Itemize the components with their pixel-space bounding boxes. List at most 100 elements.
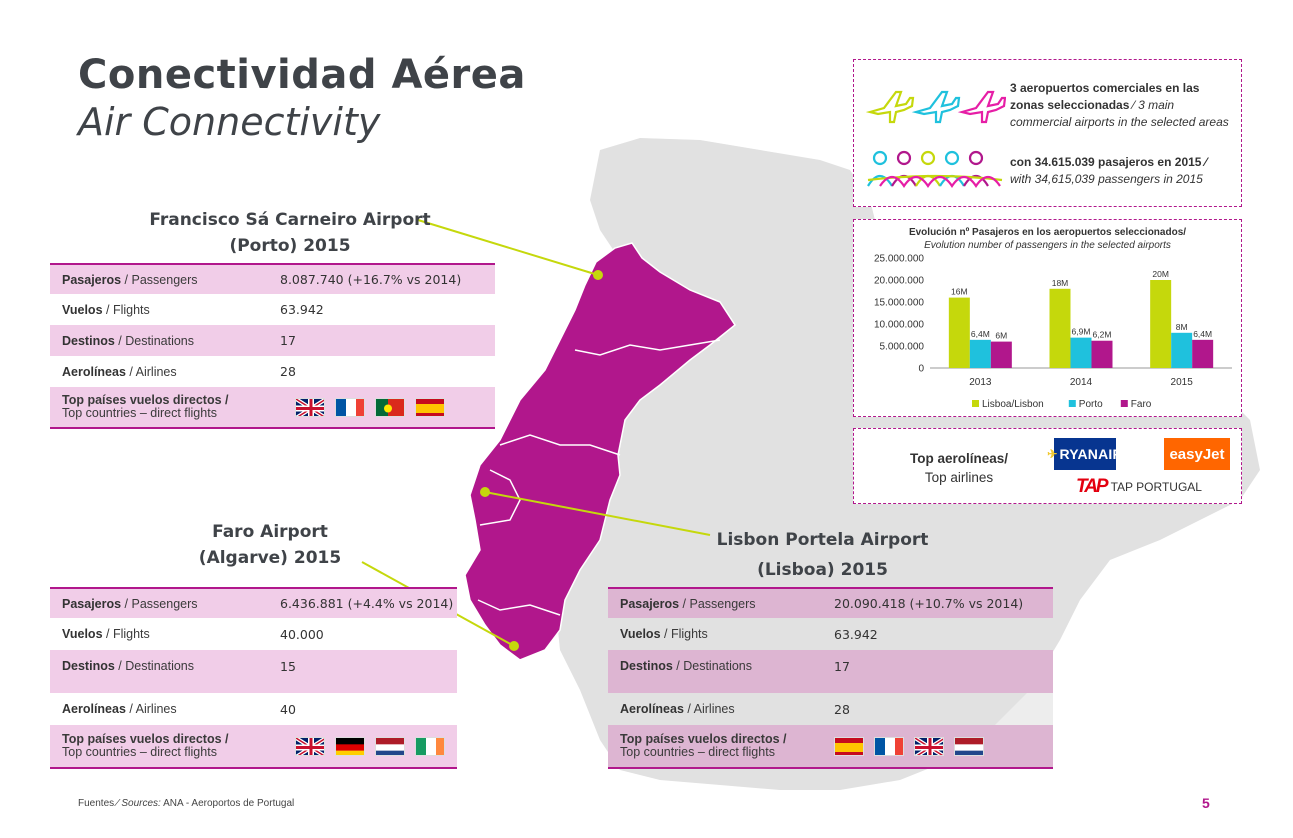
- ireland-flag-icon: [415, 737, 445, 756]
- table-row: Vuelos / Flights 40.000: [50, 618, 457, 650]
- faro-heading: Faro Airport (Algarve) 2015: [150, 519, 390, 571]
- uk-flag-icon: [295, 398, 325, 417]
- page-title: Conectividad Aérea: [78, 52, 526, 98]
- bar: [1070, 337, 1092, 368]
- easyjet-logo: easyJet: [1164, 438, 1230, 470]
- passenger-chart: Evolución nº Pasajeros en los aeropuerto…: [853, 219, 1242, 417]
- airports-info-sep: ⁄: [1129, 98, 1139, 112]
- porto-heading-line2: (Porto) 2015: [229, 236, 351, 256]
- row-label: Vuelos / Flights: [62, 302, 150, 317]
- region-border: [574, 339, 721, 356]
- table-row: Destinos / Destinations 17: [608, 650, 1053, 693]
- row-value: 40.000: [280, 626, 324, 642]
- summary-box: 3 aeropuertos comerciales en las zonas s…: [853, 59, 1242, 207]
- row-label: Top países vuelos directos / Top countrie…: [62, 393, 229, 420]
- legend-entry: Porto: [1079, 399, 1103, 410]
- data-label: 16M: [951, 287, 968, 297]
- airplane-icon: [866, 90, 1006, 124]
- portugal-region: [464, 242, 737, 661]
- flag-list: [295, 398, 445, 417]
- faro-heading-line1: Faro Airport: [212, 522, 328, 542]
- table-row: Aerolíneas / Airlines 28: [608, 693, 1053, 725]
- footer-sources: ⁄ Sources:: [116, 798, 161, 809]
- row-label: Destinos / Destinations: [620, 659, 753, 673]
- sources-footer: Fuentes ⁄ Sources: ANA - Aeroportos de P…: [78, 798, 294, 809]
- data-label: 20M: [1152, 269, 1169, 279]
- row-label: Top países vuelos directos / Top countrie…: [620, 732, 787, 759]
- row-label: Aerolíneas / Airlines: [62, 364, 177, 379]
- footer-prefix: Fuentes: [78, 798, 117, 809]
- chart-title: Evolución nº Pasajeros en los aeropuerto…: [908, 227, 1187, 238]
- row-label: Aerolíneas / Airlines: [62, 702, 177, 716]
- people-icon: [867, 150, 1003, 188]
- page-number: 5: [1202, 795, 1210, 811]
- faro-marker: [509, 641, 519, 651]
- table-row: Top países vuelos directos / Top countrie…: [50, 725, 457, 767]
- ryanair-logo-text: RYANAIR: [1059, 446, 1123, 462]
- airlines-label: Top aerolíneas/ Top airlines: [874, 449, 1044, 487]
- porto-marker: [593, 270, 603, 280]
- bar: [1171, 332, 1193, 368]
- x-tick-label: 2013: [969, 377, 992, 388]
- chart-title-wrap: Evolución nº Pasajeros en los aeropuerto…: [854, 226, 1241, 252]
- bar: [948, 297, 970, 368]
- airlines-label-en: Top airlines: [924, 470, 994, 485]
- flag-list: [834, 737, 984, 756]
- uk-flag-icon: [914, 737, 944, 756]
- portugal-flag-icon: [375, 398, 405, 417]
- bar: [1192, 339, 1214, 368]
- row-label: Pasajeros / Passengers: [62, 272, 198, 287]
- france-flag-icon: [874, 737, 904, 756]
- spain-flag-icon: [834, 737, 864, 756]
- netherlands-flag-icon: [954, 737, 984, 756]
- row-label: Vuelos / Flights: [620, 627, 708, 641]
- airports-info-line3: commercial airports in the selected area…: [1010, 115, 1229, 129]
- tap-logo-mark: TAP: [1076, 476, 1109, 497]
- bar: [990, 341, 1012, 368]
- row-value: 17: [834, 659, 850, 674]
- row-label: Destinos / Destinations: [62, 659, 195, 673]
- legend-entry: Lisboa/Lisbon: [982, 399, 1044, 410]
- row-value: 20.090.418 (+10.7% vs 2014): [834, 596, 1024, 611]
- row-value: 40: [280, 701, 296, 717]
- germany-flag-icon: [335, 737, 365, 756]
- table-row: Top países vuelos directos / Top countrie…: [608, 725, 1053, 767]
- porto-heading-line1: Francisco Sá Carneiro Airport: [149, 210, 431, 230]
- region-border: [479, 469, 521, 526]
- passengers-info-line2: with 34,615,039 passengers in 2015: [1010, 172, 1203, 186]
- data-label: 8M: [1176, 322, 1188, 332]
- data-label: 18M: [1052, 278, 1069, 288]
- table-row: Destinos / Destinations 17: [50, 325, 495, 356]
- lisbon-marker: [480, 487, 490, 497]
- easyjet-logo-text: easyJet: [1169, 445, 1225, 463]
- region-border: [499, 434, 621, 456]
- ryanair-logo: ✈ RYANAIR: [1047, 438, 1123, 470]
- row-value: 8.087.740 (+16.7% vs 2014): [280, 272, 462, 287]
- row-label: Pasajeros / Passengers: [620, 596, 756, 611]
- airlines-box: Top aerolíneas/ Top airlines ✈ RYANAIR ea…: [853, 428, 1242, 504]
- passengers-info: con 34.615.039 pasajeros en 2015 ⁄ with …: [1010, 154, 1240, 188]
- faro-table: Pasajeros / Passengers 6.436.881 (+4.4% …: [50, 587, 457, 769]
- table-row: Destinos / Destinations 15: [50, 650, 457, 693]
- x-tick-label: 2015: [1171, 377, 1194, 388]
- tap-logo-text: TAP PORTUGAL: [1110, 480, 1202, 494]
- table-row: Pasajeros / Passengers 6.436.881 (+4.4% …: [50, 589, 457, 618]
- chart-subtitle: Evolution number of passengers in the se…: [924, 240, 1171, 251]
- table-row: Vuelos / Flights 63.942: [608, 618, 1053, 650]
- airports-info-en: 3 main: [1138, 98, 1175, 112]
- footer-text: ANA - Aeroportos de Portugal: [160, 798, 295, 809]
- tap-logo: TAP TAP PORTUGAL: [1076, 475, 1202, 499]
- data-label: 6,4M: [971, 329, 990, 339]
- bar: [1091, 340, 1113, 368]
- legend-swatch: [1068, 400, 1076, 407]
- netherlands-flag-icon: [375, 737, 405, 756]
- row-value: 63.942: [834, 626, 878, 642]
- row-value: 28: [280, 364, 296, 379]
- porto-table: Pasajeros / Passengers 8.087.740 (+16.7%…: [50, 263, 495, 429]
- france-flag-icon: [335, 398, 365, 417]
- table-row: Top países vuelos directos / Top countrie…: [50, 387, 495, 427]
- row-label: Aerolíneas / Airlines: [620, 702, 735, 716]
- row-label: Vuelos / Flights: [62, 627, 150, 641]
- bar: [1150, 280, 1172, 368]
- lisbon-heading-line2: (Lisboa) 2015: [757, 560, 888, 580]
